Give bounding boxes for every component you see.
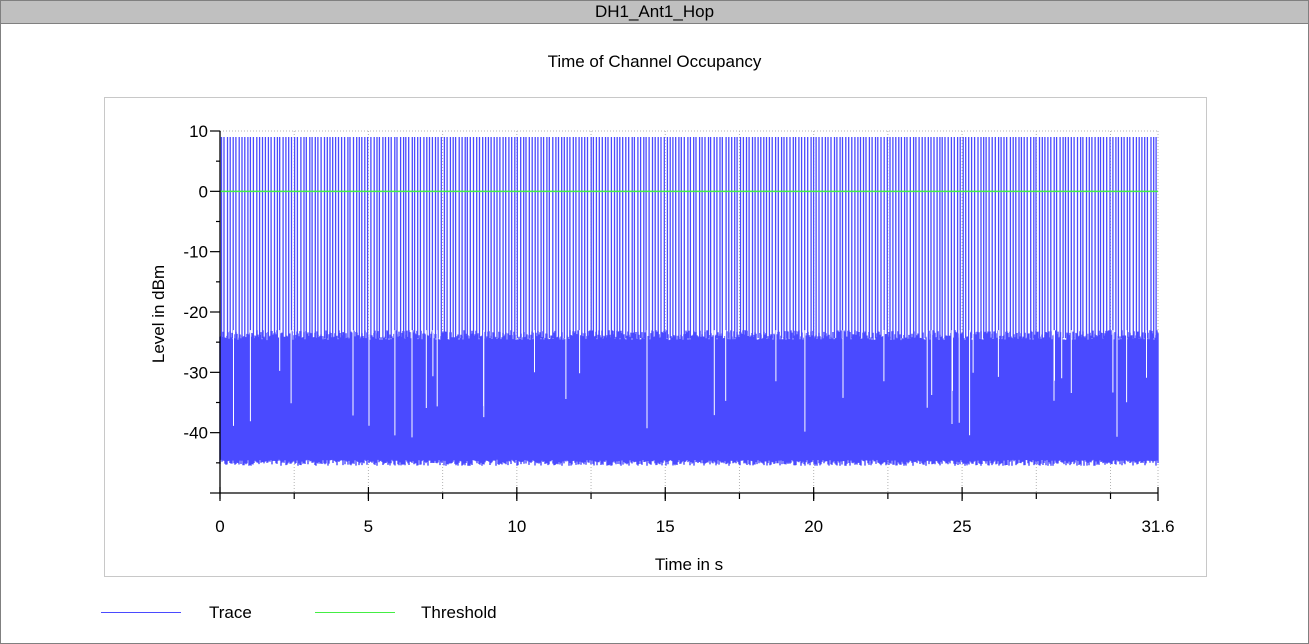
trace-noise-band [219, 330, 1159, 466]
x-tick-label: 15 [656, 517, 675, 536]
y-tick-label: 0 [199, 182, 208, 201]
legend: Trace Threshold [1, 601, 1308, 625]
x-axis-label: Time in s [655, 555, 723, 574]
legend-label-trace: Trace [209, 603, 252, 622]
y-axis-label: Level in dBm [149, 265, 168, 363]
plot-panel [104, 97, 1207, 577]
trace-dips [233, 330, 1147, 438]
x-tick-label: 20 [804, 517, 823, 536]
legend-label-threshold: Threshold [421, 603, 497, 622]
x-tick-label: 0 [215, 517, 224, 536]
window-title: DH1_Ant1_Hop [1, 1, 1308, 24]
legend-swatch-trace [101, 612, 181, 613]
trace-bursts [220, 137, 1157, 339]
y-tick-label: -30 [183, 363, 208, 382]
x-tick-label: 10 [507, 517, 526, 536]
x-tick-label: 5 [364, 517, 373, 536]
axes: 10 0 -10 -20 -30 -40 0 5 10 15 20 25 31.6 [183, 122, 1174, 536]
legend-swatch-threshold [315, 612, 395, 613]
y-tick-label: 10 [189, 122, 208, 141]
trace-series [219, 137, 1159, 466]
x-tick-label: 31.6 [1141, 517, 1174, 536]
chart-title: Time of Channel Occupancy [547, 52, 762, 71]
x-tick-label: 25 [953, 517, 972, 536]
y-tick-label: -20 [183, 303, 208, 322]
y-tick-label: -40 [183, 424, 208, 443]
y-tick-label: -10 [183, 243, 208, 262]
